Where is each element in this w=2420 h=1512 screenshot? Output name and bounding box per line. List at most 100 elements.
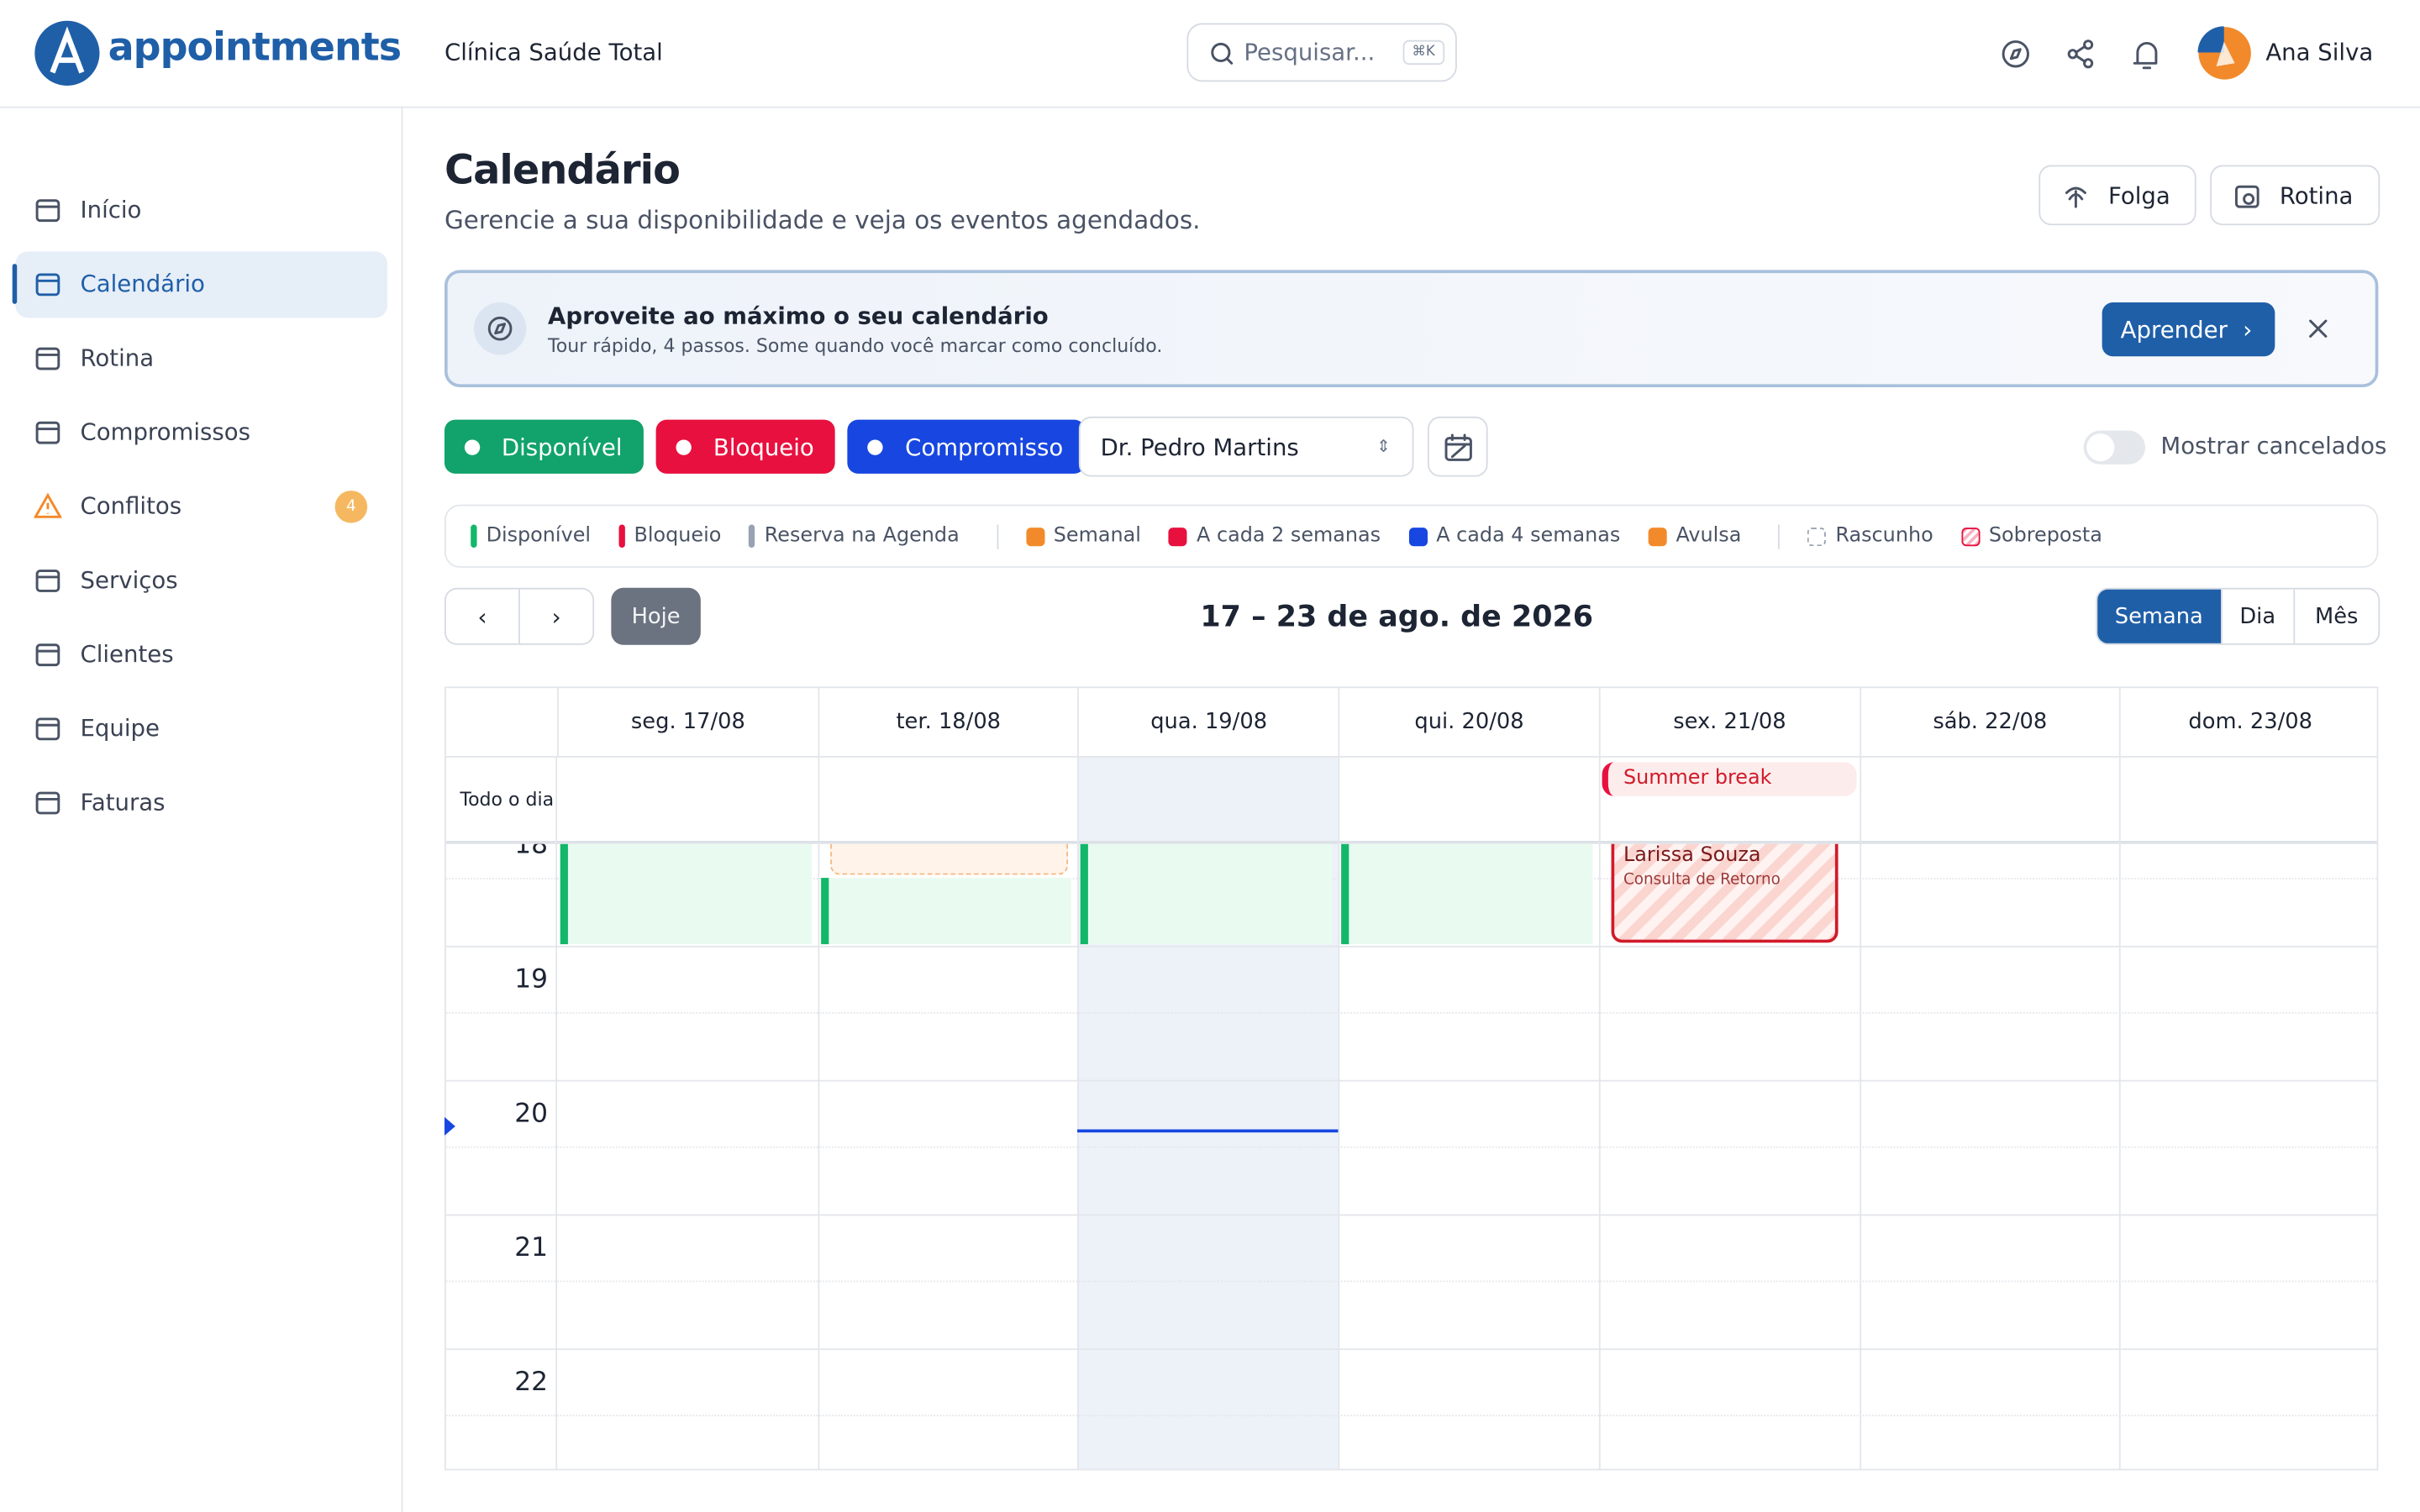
chip-label: Bloqueio: [713, 433, 814, 461]
event-subtitle: Consulta de Retorno: [1623, 871, 1781, 889]
toggle[interactable]: [2083, 430, 2146, 465]
user-name[interactable]: Ana Silva: [2265, 38, 2374, 66]
now-line: [1077, 1129, 1339, 1132]
availability-block: [1341, 843, 1593, 945]
day-header: dom. 23/08: [2119, 688, 2376, 756]
availability-block: [560, 843, 812, 945]
view-option[interactable]: Mês: [2293, 589, 2378, 643]
nav-icon: [35, 421, 60, 444]
view-option[interactable]: Dia: [2220, 589, 2293, 643]
nav-item[interactable]: Serviços: [15, 548, 387, 614]
nav-item[interactable]: Início: [15, 177, 387, 244]
all-day-event[interactable]: Summer break: [1602, 762, 1856, 796]
onboarding-banner: [444, 270, 2379, 388]
legend-swatch: [618, 524, 625, 549]
filter-chip[interactable]: Disponível: [444, 419, 644, 474]
column-line: [555, 755, 558, 1469]
calendar-icon-button[interactable]: [1427, 416, 1488, 477]
nav-item[interactable]: Compromissos: [15, 400, 387, 466]
header-icons: [2002, 39, 2158, 70]
column-line: [1338, 755, 1340, 1469]
calendar-grid: seg. 17/08 ter. 18/08 qua. 19/08 qui. 20/08…: [444, 686, 2379, 1471]
select-value: Dr. Pedro Martins: [1100, 433, 1299, 461]
column-line: [817, 755, 819, 1469]
legend-label: Sobreposta: [1988, 524, 2102, 549]
day-header: seg. 17/08: [557, 688, 818, 756]
chip-dot: [868, 438, 884, 454]
prev-button[interactable]: ‹: [446, 589, 520, 643]
nav-item[interactable]: Clientes: [15, 622, 387, 688]
day-header: sáb. 22/08: [1859, 688, 2119, 756]
next-button[interactable]: ›: [551, 602, 561, 631]
legend-swatch: [1408, 527, 1428, 546]
day-header: sex. 21/08: [1598, 688, 1860, 756]
toggle-label: Mostrar cancelados: [2160, 432, 2387, 460]
filter-chip[interactable]: Compromisso: [848, 419, 1085, 474]
view-option[interactable]: Semana: [2097, 589, 2221, 643]
legend-swatch: [1025, 527, 1044, 546]
filter-chips: Disponível Bloqueio Compromisso: [444, 419, 1085, 474]
banner-icon: [473, 302, 527, 355]
legend-label: Disponível: [486, 524, 592, 549]
nav-item[interactable]: Conflitos 4: [15, 474, 387, 540]
draft-block: [829, 843, 1069, 875]
column-line: [1598, 755, 1601, 1469]
nav-label: Faturas: [80, 788, 166, 816]
nav-label: Rotina: [80, 344, 155, 372]
day-header: qua. 19/08: [1077, 688, 1339, 756]
hour-line: [445, 945, 2377, 948]
nav-icon: [35, 199, 60, 223]
nav-item[interactable]: Rotina: [15, 326, 387, 392]
banner-title: Aproveite ao máximo o seu calendário: [548, 302, 1049, 331]
time-grid: 18 19 20 21 22 Larissa Souza Consulta de Retor…: [445, 843, 2377, 1469]
avatar[interactable]: [2197, 26, 2252, 80]
legend-label: Reserva na Agenda: [764, 524, 960, 549]
hour-label: 18: [514, 843, 549, 861]
page-subtitle: Gerencie a sua disponibilidade e veja os…: [444, 205, 1201, 235]
brand[interactable]: appointments: [108, 24, 402, 70]
hour-line: [445, 1348, 2377, 1351]
view-switch: Semana Dia Mês: [2096, 587, 2381, 645]
nav-item[interactable]: Equipe: [15, 696, 387, 762]
legend-swatch: [1960, 527, 1980, 546]
chip-label: Disponível: [501, 433, 623, 461]
legend-item: Semanal: [1025, 524, 1141, 548]
icon: [2065, 186, 2086, 207]
half-hour-line: [445, 1011, 2377, 1014]
toggle-knob: [2086, 433, 2115, 462]
legend-swatch: [1648, 527, 1667, 546]
chip-label: Compromisso: [905, 433, 1064, 461]
top-bar: [0, 0, 2420, 108]
all-day-divider: [445, 841, 2377, 844]
badge: 4: [334, 491, 368, 523]
day-header: qui. 20/08: [1338, 688, 1599, 756]
header-divider: [445, 755, 2377, 758]
learn-button[interactable]: Aprender ›: [2102, 302, 2275, 357]
icon: [2234, 184, 2260, 207]
filter-chip[interactable]: Bloqueio: [655, 419, 836, 474]
nav-label: Serviços: [80, 566, 178, 595]
nav-item[interactable]: Faturas: [15, 770, 387, 837]
action-button[interactable]: Folga: [2039, 165, 2196, 226]
legend-label: Avulsa: [1676, 524, 1742, 549]
hour-line: [445, 1079, 2377, 1082]
search-icon: [1211, 42, 1234, 65]
action-button[interactable]: Rotina: [2210, 165, 2381, 226]
appointment-event[interactable]: Larissa Souza Consulta de Retorno: [1611, 843, 1838, 943]
legend-separator: [996, 523, 998, 549]
nav-item[interactable]: Calendário: [15, 251, 388, 318]
sidebar: Início Calendário Rotina Compromissos Confli…: [0, 107, 402, 1512]
half-hour-line: [445, 1146, 2377, 1148]
half-hour-line: [445, 1415, 2377, 1417]
close-button[interactable]: [2306, 317, 2330, 341]
legend-swatch: [1807, 527, 1827, 546]
legend-label: A cada 4 semanas: [1436, 524, 1621, 549]
nav-icon: [35, 791, 60, 815]
hour-label: 20: [514, 1098, 549, 1130]
banner-text: Tour rápido, 4 passos. Some quando você …: [548, 334, 1163, 357]
provider-select[interactable]: Dr. Pedro Martins ⇕: [1078, 416, 1414, 477]
search-box[interactable]: Pesquisar... ⌘K: [1186, 23, 1457, 82]
today-button[interactable]: Hoje: [611, 587, 701, 645]
sidebar-border: [401, 106, 403, 1512]
week-nav: ‹ ›: [444, 587, 595, 645]
